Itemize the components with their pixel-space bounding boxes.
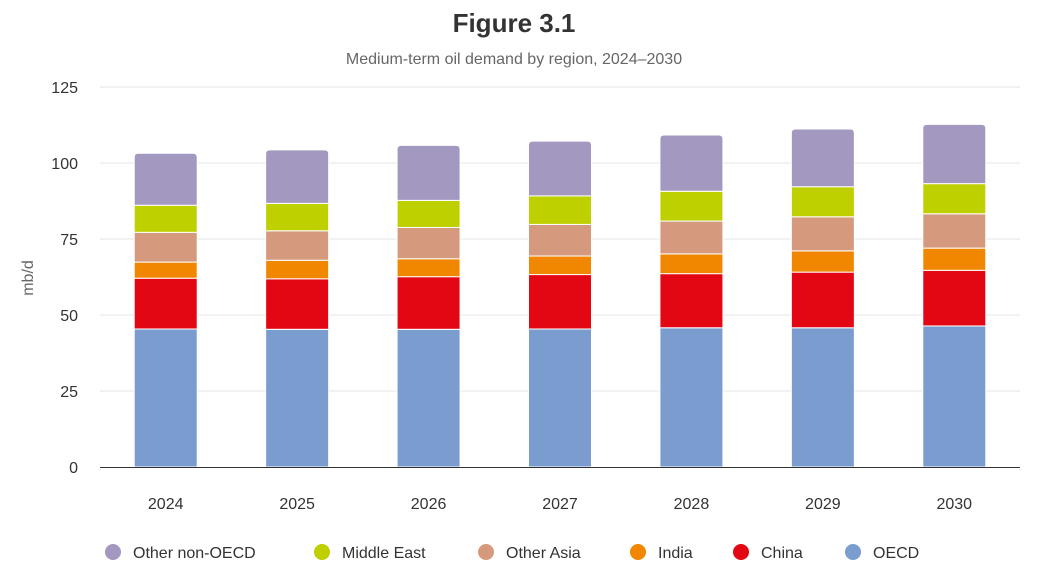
bar-stack-2029 (790, 128, 855, 468)
bar-segment[interactable] (265, 230, 330, 261)
y-tick-label: 125 (51, 80, 78, 97)
bar-segment[interactable] (396, 328, 461, 468)
x-tick-label: 2025 (279, 496, 315, 513)
bar-segment[interactable] (790, 186, 855, 218)
legend-label: China (761, 545, 803, 562)
legend-label: Other Asia (506, 545, 581, 562)
bar-segment[interactable] (659, 190, 724, 222)
bar-segment[interactable] (528, 274, 592, 330)
legend-item[interactable]: India (630, 544, 693, 562)
bar-segment[interactable] (790, 271, 855, 329)
bar-segment[interactable] (396, 199, 461, 228)
y-tick-label: 100 (51, 156, 78, 173)
bar-segment[interactable] (790, 216, 855, 252)
bar-segment[interactable] (396, 276, 461, 330)
bar-segment[interactable] (922, 183, 987, 215)
bar-segment[interactable] (133, 204, 198, 233)
bar-segment[interactable] (528, 140, 592, 197)
legend-label: OECD (873, 545, 919, 562)
bar-segment[interactable] (659, 253, 724, 275)
legend-marker (478, 544, 494, 560)
x-tick-label: 2030 (936, 496, 972, 513)
legend-label: India (658, 545, 693, 562)
x-tick-label: 2024 (148, 496, 184, 513)
legend-label: Middle East (342, 545, 426, 562)
legend-item[interactable]: Other Asia (478, 544, 581, 562)
bar-segment[interactable] (922, 269, 987, 327)
y-axis-label: mb/d (20, 260, 37, 296)
bar-segment[interactable] (790, 250, 855, 273)
bar-segment[interactable] (659, 134, 724, 192)
bar-segment[interactable] (659, 327, 724, 468)
bar-segment[interactable] (790, 128, 855, 188)
bar-segment[interactable] (528, 328, 592, 468)
bar-stack-2026 (396, 144, 461, 468)
legend-item[interactable]: Middle East (314, 544, 426, 562)
bar-stack-2030 (922, 123, 987, 468)
bar-segment[interactable] (922, 247, 987, 271)
bar-segment[interactable] (659, 220, 724, 255)
bar-segment[interactable] (133, 152, 198, 206)
legend-marker (630, 544, 646, 560)
y-tick-label: 25 (60, 384, 78, 401)
bar-stack-2027 (528, 140, 592, 468)
bar-segment[interactable] (265, 278, 330, 330)
legend-item[interactable]: China (733, 544, 803, 562)
x-tick-label: 2028 (674, 496, 710, 513)
bar-segment[interactable] (790, 327, 855, 468)
bar-segment[interactable] (396, 226, 461, 260)
bar-segment[interactable] (922, 213, 987, 249)
bar-segment[interactable] (265, 202, 330, 232)
bar-segment[interactable] (922, 325, 987, 468)
bar-segment[interactable] (133, 231, 198, 263)
legend-item[interactable]: Other non-OECD (105, 544, 256, 562)
bar-stack-2025 (265, 149, 330, 468)
legend-marker (845, 544, 861, 560)
legend-item[interactable]: OECD (845, 544, 919, 562)
bar-segment[interactable] (265, 328, 330, 468)
bar-segment[interactable] (528, 195, 592, 225)
chart-subtitle: Medium-term oil demand by region, 2024–2… (346, 51, 682, 68)
bar-segment[interactable] (922, 123, 987, 185)
y-tick-label: 0 (69, 460, 78, 477)
x-tick-label: 2027 (542, 496, 578, 513)
bar-stack-2028 (659, 134, 724, 468)
bar-segment[interactable] (133, 261, 198, 279)
y-tick-label: 50 (60, 308, 78, 325)
x-tick-label: 2026 (411, 496, 447, 513)
chart-title: Figure 3.1 (453, 8, 576, 38)
bar-segment[interactable] (528, 223, 592, 257)
legend-label: Other non-OECD (133, 545, 256, 562)
bar-segment[interactable] (265, 259, 330, 280)
bar-stack-2024 (133, 152, 198, 468)
bar-segment[interactable] (396, 258, 461, 278)
legend-marker (733, 544, 749, 560)
legend-marker (105, 544, 121, 560)
bar-segment[interactable] (133, 328, 198, 468)
bar-segment[interactable] (528, 255, 592, 276)
x-tick-label: 2029 (805, 496, 841, 513)
bar-segment[interactable] (133, 277, 198, 330)
legend-marker (314, 544, 330, 560)
y-tick-label: 75 (60, 232, 78, 249)
bar-segment[interactable] (659, 273, 724, 329)
bar-segment[interactable] (396, 144, 461, 201)
bar-segment[interactable] (265, 149, 330, 204)
